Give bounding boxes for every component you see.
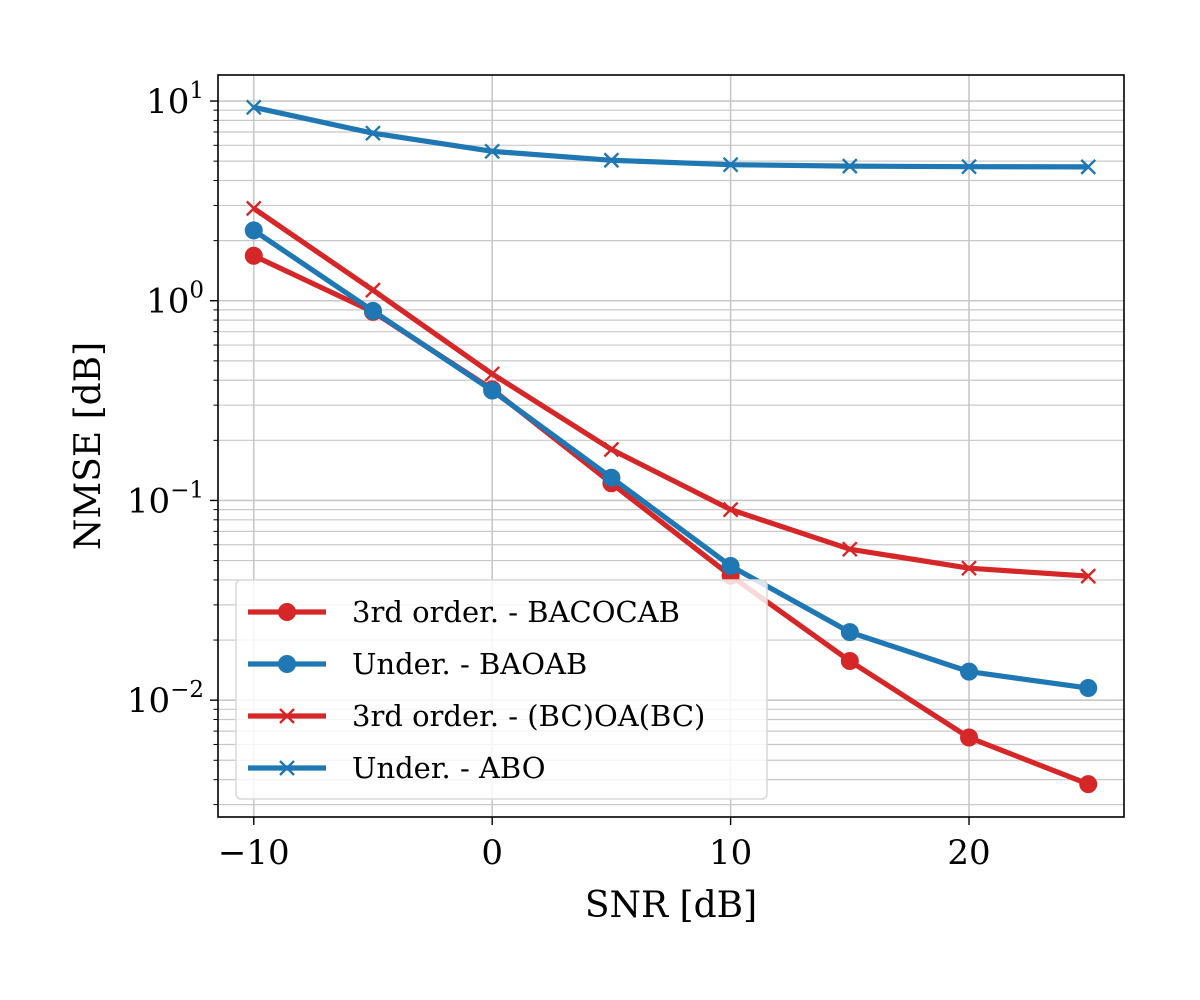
- x-marker: [603, 441, 620, 458]
- circle-marker: [483, 381, 502, 400]
- x-marker: [841, 541, 858, 558]
- legend-entry: Under. - ABO: [248, 751, 546, 785]
- y-tick-label: 10−2: [127, 677, 204, 721]
- y-tick-label-exponent: 0: [189, 278, 204, 304]
- circle-marker: [960, 662, 979, 681]
- series-layer: [244, 99, 1098, 794]
- y-tick-label-exponent: −2: [170, 677, 204, 703]
- circle-marker: [244, 221, 263, 240]
- circle-marker: [602, 468, 621, 487]
- legend-marker: [279, 760, 295, 776]
- x-marker: [841, 158, 858, 174]
- legend-entry: Under. - BAOAB: [248, 647, 587, 681]
- legend-marker: [278, 603, 296, 621]
- series-3: [245, 99, 1097, 175]
- series-1: [244, 221, 1098, 698]
- circle-marker: [840, 623, 859, 642]
- circle-marker: [1079, 775, 1098, 794]
- x-axis-label: SNR [dB]: [585, 885, 757, 926]
- legend-entry: 3rd order. - BACOCAB: [248, 595, 680, 629]
- x-tick-label: −10: [218, 833, 290, 873]
- circle-marker: [1079, 679, 1098, 698]
- legend-marker: [279, 708, 295, 724]
- series-2: [245, 200, 1097, 584]
- y-tick-label-base: 10: [146, 282, 189, 322]
- plot-frame: [217, 74, 1125, 818]
- series-line: [252, 206, 1089, 579]
- y-tick-label-base: 10: [127, 681, 170, 721]
- x-marker: [245, 99, 262, 116]
- x-tick-label: 20: [947, 833, 990, 873]
- legend-label: Under. - ABO: [352, 751, 546, 785]
- y-tick-label-exponent: −1: [170, 477, 204, 503]
- y-tick-label: 100: [146, 278, 204, 322]
- x-marker: [365, 282, 381, 298]
- y-tick-label-base: 10: [127, 481, 170, 521]
- x-tick-label: 0: [481, 833, 503, 873]
- circle-marker: [363, 301, 382, 320]
- x-tick-label: 10: [709, 833, 752, 873]
- x-marker: [484, 143, 501, 160]
- circle-marker: [721, 556, 740, 575]
- legend-label: Under. - BAOAB: [352, 647, 587, 681]
- circle-marker: [244, 246, 263, 265]
- x-marker: [722, 156, 739, 173]
- legend-label: 3rd order. - (BC)OA(BC): [352, 699, 705, 733]
- circle-marker: [960, 728, 979, 747]
- x-marker: [365, 125, 381, 142]
- y-tick-label: 101: [146, 78, 204, 122]
- legend-entry: 3rd order. - (BC)OA(BC): [248, 699, 705, 733]
- legend-marker: [278, 655, 296, 673]
- x-marker: [245, 200, 262, 217]
- series-line: [252, 228, 1089, 691]
- y-tick-label-exponent: 1: [189, 78, 204, 104]
- legend: 3rd order. - BACOCAB Under. - BAOAB 3rd or…: [235, 579, 768, 800]
- x-marker: [961, 158, 977, 175]
- x-marker: [484, 366, 501, 382]
- x-marker: [722, 501, 739, 518]
- circle-marker: [840, 652, 859, 671]
- series-line: [253, 104, 1089, 170]
- x-marker: [1080, 568, 1097, 584]
- x-marker: [603, 152, 620, 169]
- y-tick-label: 10−1: [127, 477, 204, 521]
- legend-label: 3rd order. - BACOCAB: [352, 595, 680, 629]
- y-tick-label-base: 10: [146, 82, 189, 122]
- x-marker: [961, 560, 977, 577]
- y-axis-label: NMSE [dB]: [68, 342, 109, 550]
- legend-box: [235, 579, 768, 800]
- x-marker: [1080, 159, 1097, 175]
